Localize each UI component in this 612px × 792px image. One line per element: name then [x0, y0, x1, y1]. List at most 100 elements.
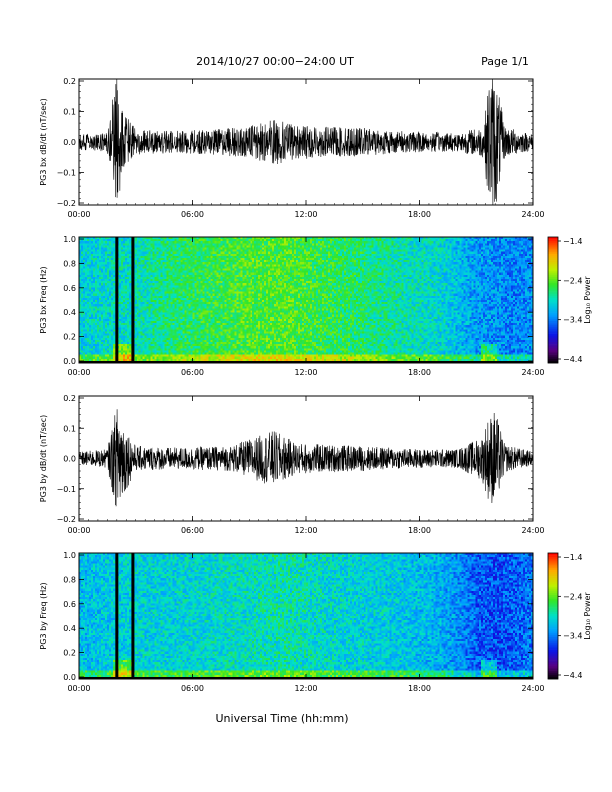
- heatmap-cell: [125, 329, 127, 331]
- heatmap-cell: [119, 279, 121, 281]
- heatmap-cell: [85, 241, 87, 243]
- heatmap-cell: [119, 285, 121, 287]
- heatmap-cell: [113, 340, 115, 342]
- heatmap-cell: [113, 281, 115, 283]
- heatmap-cell: [109, 308, 111, 310]
- heatmap-cell: [89, 321, 91, 323]
- heatmap-cell: [97, 359, 99, 361]
- heatmap-cell: [123, 323, 125, 325]
- heatmap-cell: [111, 269, 113, 271]
- heatmap-cell: [125, 262, 127, 264]
- heatmap-cell: [125, 254, 127, 256]
- heatmap-cell: [103, 311, 105, 313]
- heatmap-cell: [105, 262, 107, 264]
- heatmap-cell: [87, 245, 89, 247]
- heatmap-cell: [107, 342, 109, 344]
- heatmap-cell: [113, 248, 115, 250]
- heatmap-cell: [119, 302, 121, 304]
- heatmap-cell: [121, 287, 123, 289]
- heatmap-cell: [89, 275, 91, 277]
- heatmap-cell: [97, 256, 99, 258]
- heatmap-cell: [109, 344, 111, 346]
- heatmap-cell: [107, 275, 109, 277]
- heatmap-cell: [97, 271, 99, 273]
- heatmap-cell: [111, 262, 113, 264]
- heatmap-cell: [123, 357, 125, 359]
- heatmap-cell: [99, 252, 101, 254]
- heatmap-cell: [101, 327, 103, 329]
- heatmap-cell: [99, 329, 101, 331]
- heatmap-cell: [125, 348, 127, 350]
- heatmap-cell: [93, 239, 95, 241]
- heatmap-cell: [125, 344, 127, 346]
- heatmap-cell: [107, 315, 109, 317]
- heatmap-cell: [81, 258, 83, 260]
- heatmap-cell: [91, 262, 93, 264]
- heatmap-cell: [127, 277, 129, 279]
- heatmap-cell: [89, 245, 91, 247]
- heatmap-cell: [89, 287, 91, 289]
- heatmap-cell: [107, 277, 109, 279]
- heatmap-cell: [85, 285, 87, 287]
- heatmap-cell: [113, 254, 115, 256]
- heatmap-cell: [123, 332, 125, 334]
- heatmap-cell: [87, 300, 89, 302]
- heatmap-cell: [97, 319, 99, 321]
- heatmap-cell: [87, 353, 89, 355]
- heatmap-cell: [81, 294, 83, 296]
- heatmap-cell: [119, 271, 121, 273]
- heatmap-cell: [101, 264, 103, 266]
- heatmap-cell: [91, 323, 93, 325]
- heatmap-cell: [95, 348, 97, 350]
- heatmap-cell: [119, 250, 121, 252]
- heatmap-cell: [83, 338, 85, 340]
- heatmap-cell: [107, 325, 109, 327]
- heatmap-cell: [111, 273, 113, 275]
- heatmap-cell: [121, 327, 123, 329]
- heatmap-cell: [89, 254, 91, 256]
- heatmap-cell: [95, 336, 97, 338]
- heatmap-cell: [97, 353, 99, 355]
- heatmap-cell: [105, 327, 107, 329]
- heatmap-cell: [95, 266, 97, 268]
- heatmap-cell: [127, 325, 129, 327]
- heatmap-cell: [87, 296, 89, 298]
- heatmap-cell: [111, 260, 113, 262]
- heatmap-cell: [97, 304, 99, 306]
- heatmap-cell: [99, 273, 101, 275]
- heatmap-cell: [103, 325, 105, 327]
- heatmap-cell: [99, 325, 101, 327]
- heatmap-cell: [129, 252, 131, 254]
- heatmap-cell: [83, 290, 85, 292]
- heatmap-cell: [93, 355, 95, 357]
- heatmap-cell: [109, 342, 111, 344]
- heatmap-cell: [101, 254, 103, 256]
- heatmap-cell: [111, 315, 113, 317]
- heatmap-cell: [91, 334, 93, 336]
- heatmap-cell: [127, 258, 129, 260]
- heatmap-cell: [127, 353, 129, 355]
- heatmap-cell: [101, 245, 103, 247]
- heatmap-cell: [123, 359, 125, 361]
- heatmap-cell: [81, 334, 83, 336]
- heatmap-cell: [109, 277, 111, 279]
- heatmap-cell: [93, 266, 95, 268]
- heatmap-cell: [123, 342, 125, 344]
- heatmap-cell: [105, 315, 107, 317]
- heatmap-cell: [105, 281, 107, 283]
- heatmap-cell: [121, 325, 123, 327]
- heatmap-cell: [99, 315, 101, 317]
- heatmap-cell: [99, 266, 101, 268]
- heatmap-cell: [125, 334, 127, 336]
- heatmap-cell: [89, 296, 91, 298]
- heatmap-cell: [125, 319, 127, 321]
- heatmap-cell: [127, 334, 129, 336]
- heatmap-cell: [97, 338, 99, 340]
- heatmap-cell: [129, 239, 131, 241]
- heatmap-cell: [127, 264, 129, 266]
- heatmap-cell: [107, 264, 109, 266]
- heatmap-cell: [119, 264, 121, 266]
- heatmap-cell: [123, 338, 125, 340]
- heatmap-cell: [109, 287, 111, 289]
- heatmap-cell: [125, 350, 127, 352]
